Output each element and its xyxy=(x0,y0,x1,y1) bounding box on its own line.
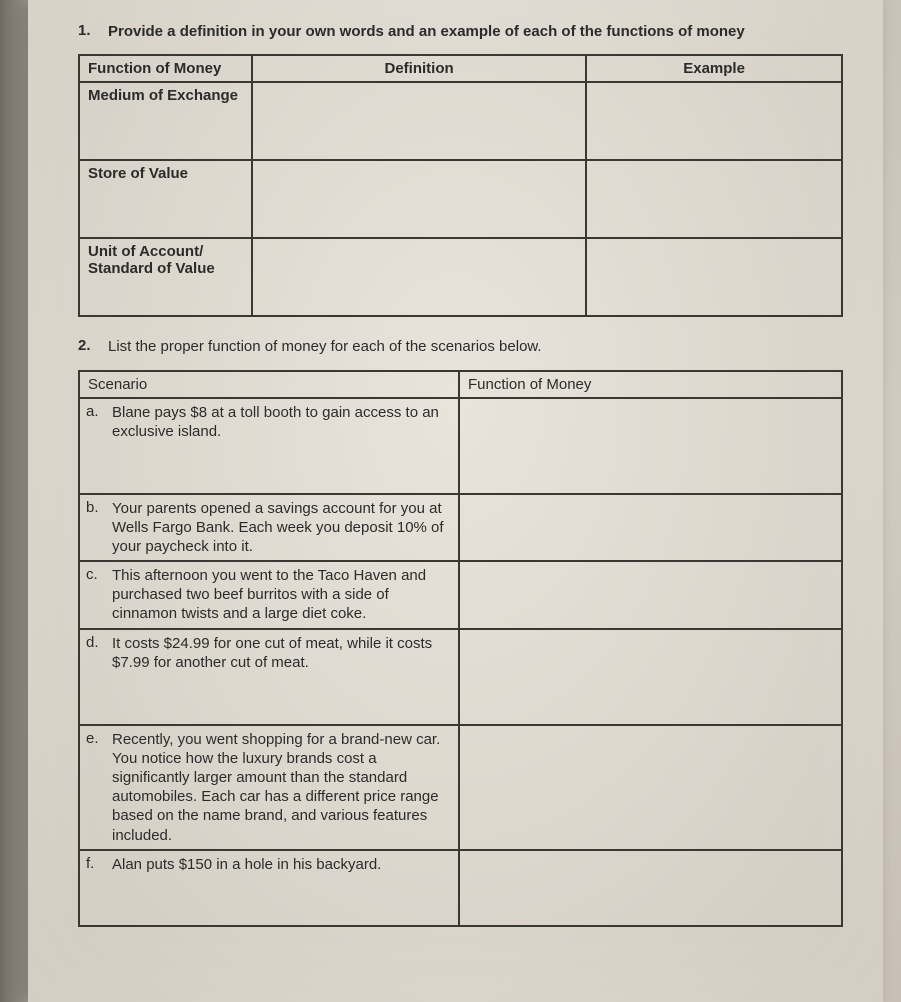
q2-table: Scenario Function of Money a. Blane pays… xyxy=(78,370,843,927)
table-row: Medium of Exchange xyxy=(79,82,842,160)
q2-row-b-scenario: b. Your parents opened a savings account… xyxy=(79,494,459,562)
question-2: 2. List the proper function of money for… xyxy=(78,337,843,927)
q2-row-d-scenario: d. It costs $24.99 for one cut of meat, … xyxy=(79,629,459,725)
table-row: f. Alan puts $150 in a hole in his backy… xyxy=(79,850,842,926)
q2-row-f-scenario: f. Alan puts $150 in a hole in his backy… xyxy=(79,850,459,926)
scenario-text: It costs $24.99 for one cut of meat, whi… xyxy=(112,634,452,720)
q2-row-f-answer[interactable] xyxy=(459,850,842,926)
scenario-letter: c. xyxy=(86,566,104,624)
table-row: e. Recently, you went shopping for a bra… xyxy=(79,725,842,850)
q2-row-a-scenario: a. Blane pays $8 at a toll booth to gain… xyxy=(79,398,459,494)
page-left-shadow xyxy=(0,0,28,1002)
q1-row2-label: Store of Value xyxy=(79,160,252,238)
q1-number: 1. xyxy=(78,22,96,39)
scenario-letter: f. xyxy=(86,855,104,921)
q2-col-function: Function of Money xyxy=(459,371,842,398)
question-list: 1. Provide a definition in your own word… xyxy=(78,22,843,927)
scenario-letter: b. xyxy=(86,499,104,557)
question-1: 1. Provide a definition in your own word… xyxy=(78,22,843,317)
q2-header-row: Scenario Function of Money xyxy=(79,371,842,398)
q1-col-example: Example xyxy=(586,55,842,82)
q1-row3-definition[interactable] xyxy=(252,238,586,316)
scenario-letter: e. xyxy=(86,730,104,845)
q1-row2-example[interactable] xyxy=(586,160,842,238)
q2-row-b-answer[interactable] xyxy=(459,494,842,562)
scenario-text: Blane pays $8 at a toll booth to gain ac… xyxy=(112,403,452,489)
scenario-text: Recently, you went shopping for a brand-… xyxy=(112,730,452,845)
q1-col-definition: Definition xyxy=(252,55,586,82)
q2-row-c-answer[interactable] xyxy=(459,561,842,629)
scenario-text: This afternoon you went to the Taco Have… xyxy=(112,566,452,624)
worksheet-page: 1. Provide a definition in your own word… xyxy=(28,0,883,1002)
q1-row1-label: Medium of Exchange xyxy=(79,82,252,160)
q1-row3-example[interactable] xyxy=(586,238,842,316)
q1-header-row: Function of Money Definition Example xyxy=(79,55,842,82)
q1-table: Function of Money Definition Example Med… xyxy=(78,54,843,317)
q1-prompt: Provide a definition in your own words a… xyxy=(108,22,745,42)
q1-row2-definition[interactable] xyxy=(252,160,586,238)
scenario-letter: d. xyxy=(86,634,104,720)
q2-row-c-scenario: c. This afternoon you went to the Taco H… xyxy=(79,561,459,629)
table-row: Unit of Account/ Standard of Value xyxy=(79,238,842,316)
q2-row-a-answer[interactable] xyxy=(459,398,842,494)
scenario-text: Your parents opened a savings account fo… xyxy=(112,499,452,557)
table-row: d. It costs $24.99 for one cut of meat, … xyxy=(79,629,842,725)
q2-prompt: List the proper function of money for ea… xyxy=(108,337,542,357)
scenario-text: Alan puts $150 in a hole in his backyard… xyxy=(112,855,452,921)
q2-number: 2. xyxy=(78,337,96,354)
q2-row-e-answer[interactable] xyxy=(459,725,842,850)
q1-row3-label: Unit of Account/ Standard of Value xyxy=(79,238,252,316)
table-row: Store of Value xyxy=(79,160,842,238)
q2-row-e-scenario: e. Recently, you went shopping for a bra… xyxy=(79,725,459,850)
table-row: c. This afternoon you went to the Taco H… xyxy=(79,561,842,629)
q2-col-scenario: Scenario xyxy=(79,371,459,398)
q1-col-function: Function of Money xyxy=(79,55,252,82)
scenario-letter: a. xyxy=(86,403,104,489)
q1-row1-definition[interactable] xyxy=(252,82,586,160)
table-row: a. Blane pays $8 at a toll booth to gain… xyxy=(79,398,842,494)
q1-row1-example[interactable] xyxy=(586,82,842,160)
table-row: b. Your parents opened a savings account… xyxy=(79,494,842,562)
q2-row-d-answer[interactable] xyxy=(459,629,842,725)
